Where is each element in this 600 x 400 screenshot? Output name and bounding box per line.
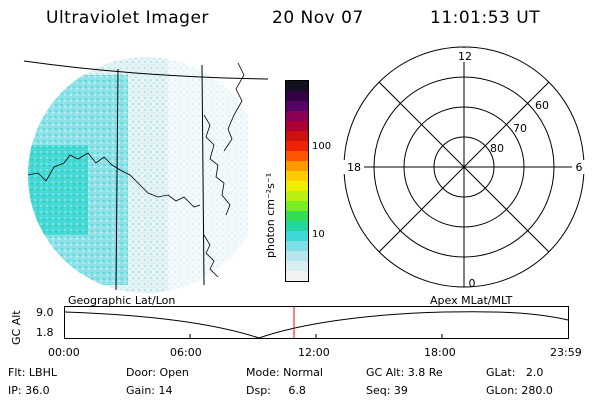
x-tick-0000: 00:00 (48, 346, 80, 359)
status-seq: Seq: 39 (366, 384, 408, 397)
status-mode: Mode: Normal (246, 366, 323, 379)
latitude-line (23, 60, 268, 80)
app-title: Ultraviolet Imager (46, 8, 209, 28)
status-gain: Gain: 14 (126, 384, 173, 397)
coastline (203, 114, 231, 216)
polar-label-12: 12 (458, 50, 472, 63)
polar-label-70: 70 (513, 122, 527, 135)
altitude-plot (64, 306, 569, 339)
image-time: 11:01:53 UT (430, 8, 541, 28)
polar-plot: 12 18 6 0 60 70 80 (342, 46, 586, 290)
colorbar-band (286, 111, 308, 121)
coastline (27, 152, 201, 208)
colorbar-band (286, 161, 308, 171)
apex-label: Apex MLat/MLT (430, 294, 513, 307)
status-dsp: Dsp: 6.8 (246, 384, 306, 397)
colorbar-band (286, 231, 308, 241)
y-tick-1-8: 1.8 (36, 326, 54, 339)
colorbar-band (286, 131, 308, 141)
longitude-line (115, 68, 119, 291)
polar-label-60: 60 (535, 99, 549, 112)
coastline (223, 62, 245, 152)
polar-diagonal (378, 81, 550, 253)
colorbar (285, 80, 309, 282)
colorbar-band (286, 251, 308, 261)
status-ip: IP: 36.0 (8, 384, 50, 397)
x-tick-1200: 12:00 (298, 346, 330, 359)
colorbar-unit-label: photon cm⁻²s⁻¹ (264, 172, 277, 258)
x-tick-1800: 18:00 (424, 346, 456, 359)
colorbar-band (286, 241, 308, 251)
altitude-curve (64, 311, 569, 339)
status-door: Door: Open (126, 366, 189, 379)
status-glon: GLon: 280.0 (486, 384, 553, 397)
colorbar-tick-100: 100 (312, 141, 332, 152)
colorbar-band (286, 101, 308, 111)
colorbar-band (286, 91, 308, 101)
colorbar-band (286, 81, 308, 91)
polar-label-6: 6 (576, 161, 583, 174)
polar-label-80: 80 (490, 142, 504, 155)
status-flt: Flt: LBHL (8, 366, 57, 379)
colorbar-band (286, 221, 308, 231)
geographic-label: Geographic Lat/Lon (68, 294, 176, 307)
colorbar-band (286, 141, 308, 151)
uv-emission-region (28, 57, 264, 293)
coastline (203, 234, 219, 278)
colorbar-band (286, 121, 308, 131)
colorbar-band (286, 271, 308, 281)
x-tick-2359: 23:59 (550, 346, 582, 359)
y-tick-9: 9.0 (36, 306, 54, 319)
colorbar-band (286, 211, 308, 221)
colorbar-band (286, 171, 308, 181)
polar-label-0: 0 (469, 277, 476, 290)
uv-image-map (23, 57, 268, 293)
altitude-plot-frame (64, 306, 569, 339)
colorbar-band (286, 191, 308, 201)
longitude-line (201, 64, 205, 286)
x-tick-0600: 06:00 (170, 346, 202, 359)
colorbar-tick-10: 10 (312, 229, 325, 240)
status-gc-alt: GC Alt: 3.8 Re (366, 366, 443, 379)
gc-alt-axis-label: GC Alt (10, 310, 23, 345)
image-date: 20 Nov 07 (272, 8, 364, 28)
status-glat: GLat: 2.0 (486, 366, 544, 379)
colorbar-band (286, 181, 308, 191)
colorbar-band (286, 151, 308, 161)
colorbar-band (286, 201, 308, 211)
colorbar-band (286, 261, 308, 271)
polar-label-18: 18 (347, 161, 361, 174)
